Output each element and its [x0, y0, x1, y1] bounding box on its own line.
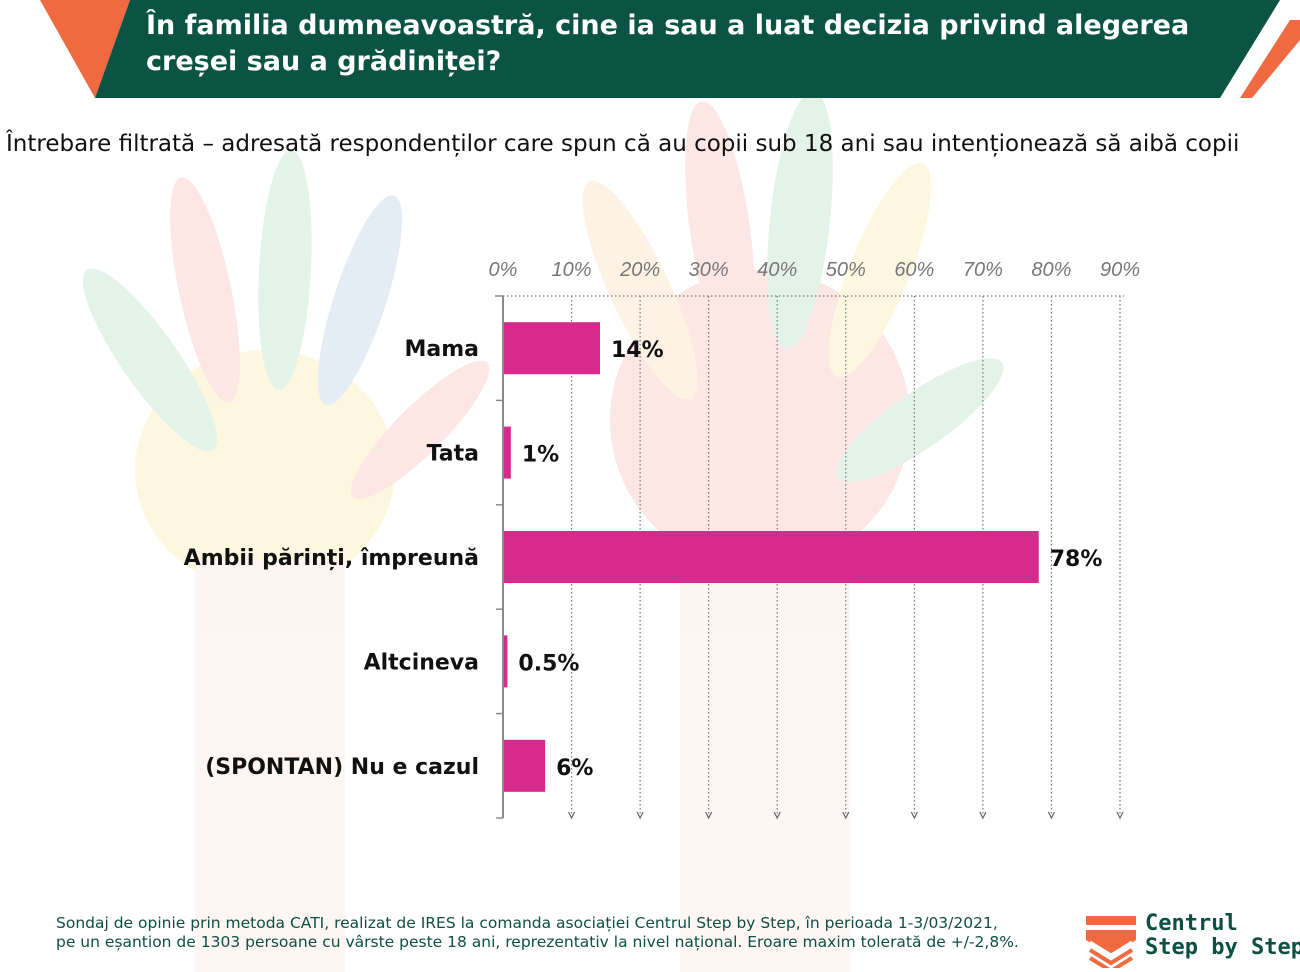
bar [504, 531, 1039, 583]
category-label: Altcineva [364, 650, 479, 675]
logo-text-line-2: Step by Step [1145, 935, 1300, 960]
x-tick-label: 40% [757, 259, 797, 281]
data-label: 1% [522, 443, 559, 468]
data-label: 78% [1050, 547, 1103, 572]
gridline-arrow [705, 811, 713, 820]
bar [504, 426, 511, 479]
question-filter-note: Întrebare filtrată – adresată respondenț… [6, 131, 1240, 157]
data-label: 0.5% [518, 651, 579, 676]
header-accent-left [40, 0, 130, 98]
x-tick-label: 70% [963, 259, 1003, 281]
x-tick-label: 50% [826, 259, 866, 281]
x-tick-label: 30% [689, 259, 729, 281]
x-tick-label: 0% [489, 259, 518, 281]
bar [504, 739, 546, 792]
methodology-line-1: Sondaj de opinie prin metoda CATI, reali… [56, 914, 998, 932]
data-label: 6% [556, 756, 593, 781]
bar [504, 322, 600, 375]
category-label: (SPONTAN) Nu e cazul [205, 755, 479, 780]
x-tick-label: 60% [894, 259, 934, 281]
gridline-arrow [842, 811, 850, 820]
header-band [40, 0, 1300, 98]
logo-steps-icon [1086, 916, 1136, 968]
category-label: Ambii părinți, împreună [184, 546, 479, 571]
centrul-step-by-step-logo: Centrul Step by Step [1082, 911, 1300, 968]
survey-methodology-note: Sondaj de opinie prin metoda CATI, reali… [56, 914, 1096, 952]
x-tick-label: 80% [1031, 259, 1071, 281]
x-tick-label: 20% [619, 259, 660, 281]
bar [504, 635, 508, 688]
gridline-arrow [1047, 811, 1055, 820]
gridline-arrow [773, 811, 781, 820]
x-tick-label: 90% [1100, 259, 1140, 281]
page-title: În familia dumneavoastră, cine ia sau a … [146, 10, 1190, 77]
gridline-arrow [910, 811, 918, 820]
category-label: Tata [427, 442, 479, 467]
gridline-arrow [979, 811, 987, 820]
logo-text-line-1: Centrul [1145, 911, 1238, 936]
gridline-arrow [568, 811, 576, 820]
header-green-band [95, 0, 1280, 98]
methodology-line-2: pe un eșantion de 1303 persoane cu vârst… [56, 933, 1019, 951]
gridline-arrow [636, 811, 644, 820]
header-accent-right [1240, 20, 1300, 98]
category-label: Mama [404, 337, 479, 362]
data-label: 14% [611, 338, 664, 363]
x-tick-label: 10% [552, 259, 592, 281]
gridline-arrow [1116, 811, 1124, 820]
